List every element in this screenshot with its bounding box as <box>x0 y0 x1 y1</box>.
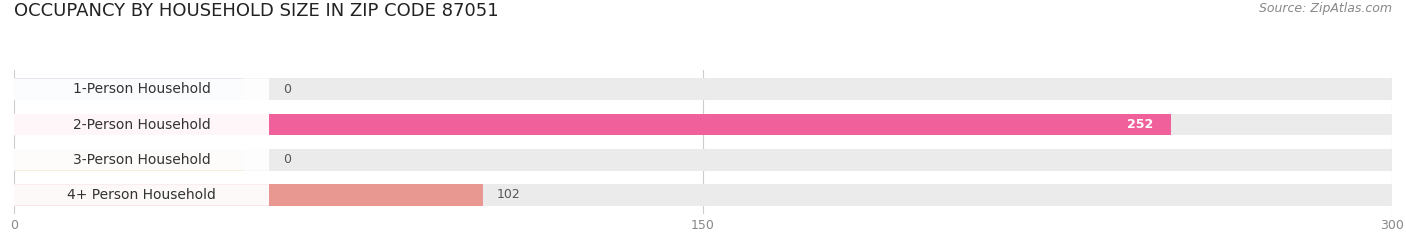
Text: Source: ZipAtlas.com: Source: ZipAtlas.com <box>1258 2 1392 15</box>
Bar <box>14 114 1392 135</box>
Text: 2-Person Household: 2-Person Household <box>73 117 211 131</box>
FancyBboxPatch shape <box>10 184 269 206</box>
FancyBboxPatch shape <box>10 79 269 100</box>
Bar <box>14 78 243 100</box>
Text: 0: 0 <box>283 83 291 96</box>
Text: 0: 0 <box>283 153 291 166</box>
Text: 1-Person Household: 1-Person Household <box>73 82 211 96</box>
Bar <box>14 149 243 171</box>
FancyBboxPatch shape <box>10 149 269 171</box>
Text: 4+ Person Household: 4+ Person Household <box>67 188 217 202</box>
Text: OCCUPANCY BY HOUSEHOLD SIZE IN ZIP CODE 87051: OCCUPANCY BY HOUSEHOLD SIZE IN ZIP CODE … <box>14 2 499 20</box>
Text: 102: 102 <box>496 188 520 202</box>
Bar <box>14 149 1392 171</box>
Bar <box>14 78 1392 100</box>
Bar <box>14 114 1171 135</box>
Bar <box>14 184 1392 206</box>
Text: 252: 252 <box>1126 118 1153 131</box>
Bar <box>14 184 482 206</box>
Text: 3-Person Household: 3-Person Household <box>73 153 211 167</box>
FancyBboxPatch shape <box>10 114 269 135</box>
